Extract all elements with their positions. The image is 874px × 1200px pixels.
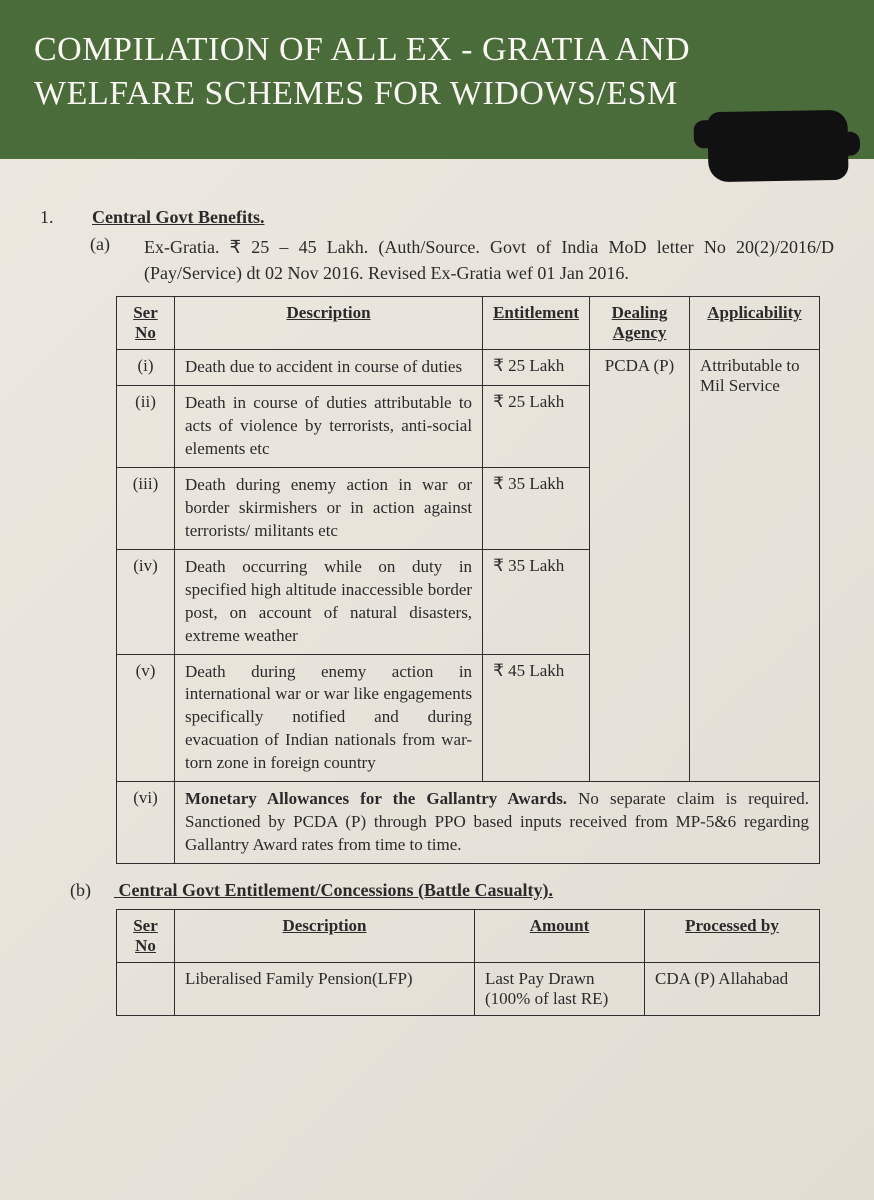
- cell-ser: (v): [117, 654, 175, 782]
- battle-casualty-table: Ser No Description Amount Processed by L…: [116, 909, 820, 1016]
- cell-ent: ₹ 25 Lakh: [483, 386, 590, 468]
- th-ent: Entitlement: [483, 297, 590, 350]
- document-page: COMPILATION OF ALL EX - GRATIA AND WELFA…: [0, 0, 874, 1200]
- th-ser: Ser No: [117, 910, 175, 963]
- sub-a-text: Ex-Gratia. ₹ 25 – 45 Lakh. (Auth/Source.…: [144, 234, 834, 286]
- table-header-row: Ser No Description Amount Processed by: [117, 910, 820, 963]
- cell-ser: (i): [117, 350, 175, 386]
- sub-b-heading: (b) Central Govt Entitlement/Concessions…: [118, 880, 834, 901]
- cell-ent: ₹ 35 Lakh: [483, 549, 590, 654]
- cell-ent: ₹ 35 Lakh: [483, 467, 590, 549]
- cell-desc: Death in course of duties attributable t…: [175, 386, 483, 468]
- cell-ent: ₹ 25 Lakh: [483, 350, 590, 386]
- table-row: Liberalised Family Pension(LFP) Last Pay…: [117, 963, 820, 1016]
- section-1-heading: 1. Central Govt Benefits.: [40, 207, 834, 228]
- th-amt: Amount: [475, 910, 645, 963]
- cell-ser: (iii): [117, 467, 175, 549]
- cell-desc: Death due to accident in course of dutie…: [175, 350, 483, 386]
- cell-desc: Death during enemy action in war or bord…: [175, 467, 483, 549]
- th-app: Applicability: [690, 297, 820, 350]
- cell-amt: Last Pay Drawn (100% of last RE): [475, 963, 645, 1016]
- cell-desc: Liberalised Family Pension(LFP): [175, 963, 475, 1016]
- cell-ser: (iv): [117, 549, 175, 654]
- content-area: 1. Central Govt Benefits. (a) Ex-Gratia.…: [0, 159, 874, 1016]
- ex-gratia-table: Ser No Description Entitlement Dealing A…: [116, 296, 820, 864]
- th-desc: Description: [175, 297, 483, 350]
- cell-applicability: Attributable to Mil Service: [690, 350, 820, 782]
- th-proc: Processed by: [645, 910, 820, 963]
- title-band: COMPILATION OF ALL EX - GRATIA AND WELFA…: [0, 0, 874, 159]
- sub-b-title: Central Govt Entitlement/Concessions (Ba…: [119, 880, 553, 900]
- sub-a-letter: (a): [90, 234, 124, 286]
- cell-ser: (vi): [117, 782, 175, 864]
- redaction-scribble: [707, 110, 848, 182]
- cell-ent: ₹ 45 Lakh: [483, 654, 590, 782]
- cell-desc: Death occurring while on duty in specifi…: [175, 549, 483, 654]
- table-row: (i) Death due to accident in course of d…: [117, 350, 820, 386]
- cell-proc: CDA (P) Allahabad: [645, 963, 820, 1016]
- section-title: Central Govt Benefits.: [92, 207, 264, 228]
- page-title: COMPILATION OF ALL EX - GRATIA AND WELFA…: [34, 31, 690, 112]
- th-desc: Description: [175, 910, 475, 963]
- table-row-gallantry: (vi) Monetary Allowances for the Gallant…: [117, 782, 820, 864]
- table-header-row: Ser No Description Entitlement Dealing A…: [117, 297, 820, 350]
- gallantry-lead: Monetary Allowances for the Gallantry Aw…: [185, 789, 567, 808]
- section-number: 1.: [40, 207, 68, 228]
- sub-a-line: (a) Ex-Gratia. ₹ 25 – 45 Lakh. (Auth/Sou…: [90, 234, 834, 286]
- cell-gallantry: Monetary Allowances for the Gallantry Aw…: [175, 782, 820, 864]
- th-deal: Dealing Agency: [590, 297, 690, 350]
- cell-ser: [117, 963, 175, 1016]
- cell-dealing-agency: PCDA (P): [590, 350, 690, 782]
- sub-b-letter: (b): [70, 880, 114, 901]
- cell-desc: Death during enemy action in internation…: [175, 654, 483, 782]
- cell-ser: (ii): [117, 386, 175, 468]
- th-ser: Ser No: [117, 297, 175, 350]
